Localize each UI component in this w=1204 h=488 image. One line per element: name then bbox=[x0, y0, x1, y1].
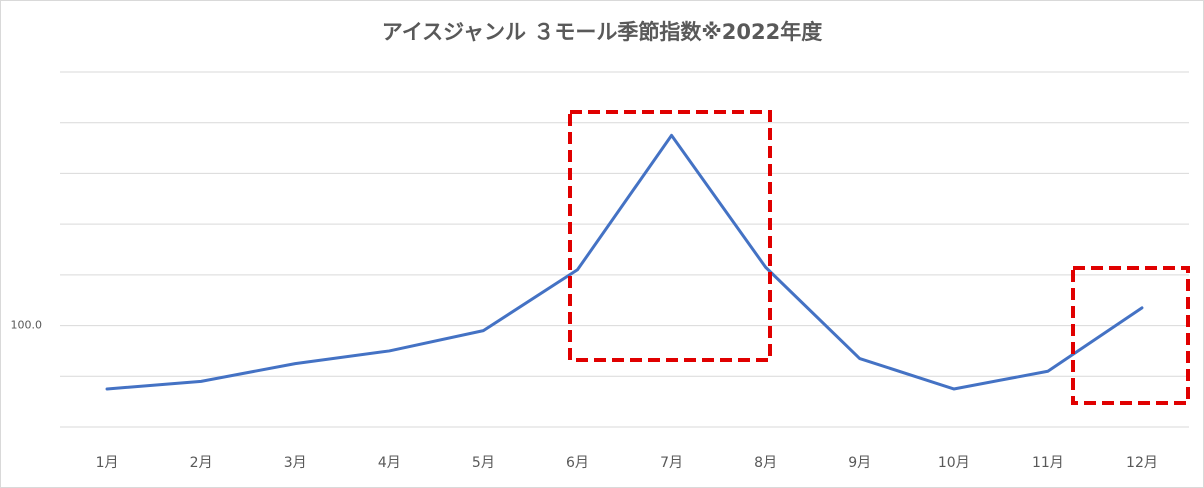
x-tick-label: 2月 bbox=[190, 455, 213, 471]
highlight-box bbox=[1071, 266, 1190, 405]
x-tick-label: 3月 bbox=[284, 455, 307, 471]
chart-title: アイスジャンル ３モール季節指数※2022年度 bbox=[382, 20, 822, 44]
highlight-box bbox=[568, 110, 772, 362]
line-series bbox=[105, 133, 1144, 391]
grid: 100.0 bbox=[11, 71, 1189, 428]
x-tick-label: 12月 bbox=[1126, 455, 1158, 471]
x-tick-label: 1月 bbox=[96, 455, 119, 471]
plot: 1月 2月 3月 4月 5月 6月 7月 8月 9月 10月 11月 12月 bbox=[96, 133, 1158, 471]
x-tick-label: 4月 bbox=[378, 455, 401, 471]
y-tick-label: 100.0 bbox=[11, 319, 43, 332]
x-tick-label: 5月 bbox=[472, 455, 495, 471]
x-tick-label: 6月 bbox=[566, 455, 589, 471]
x-tick-label: 7月 bbox=[660, 455, 683, 471]
x-tick-label: 10月 bbox=[938, 455, 970, 471]
x-tick-label: 11月 bbox=[1032, 455, 1064, 471]
x-tick-label: 9月 bbox=[848, 455, 871, 471]
x-tick-label: 8月 bbox=[754, 455, 777, 471]
